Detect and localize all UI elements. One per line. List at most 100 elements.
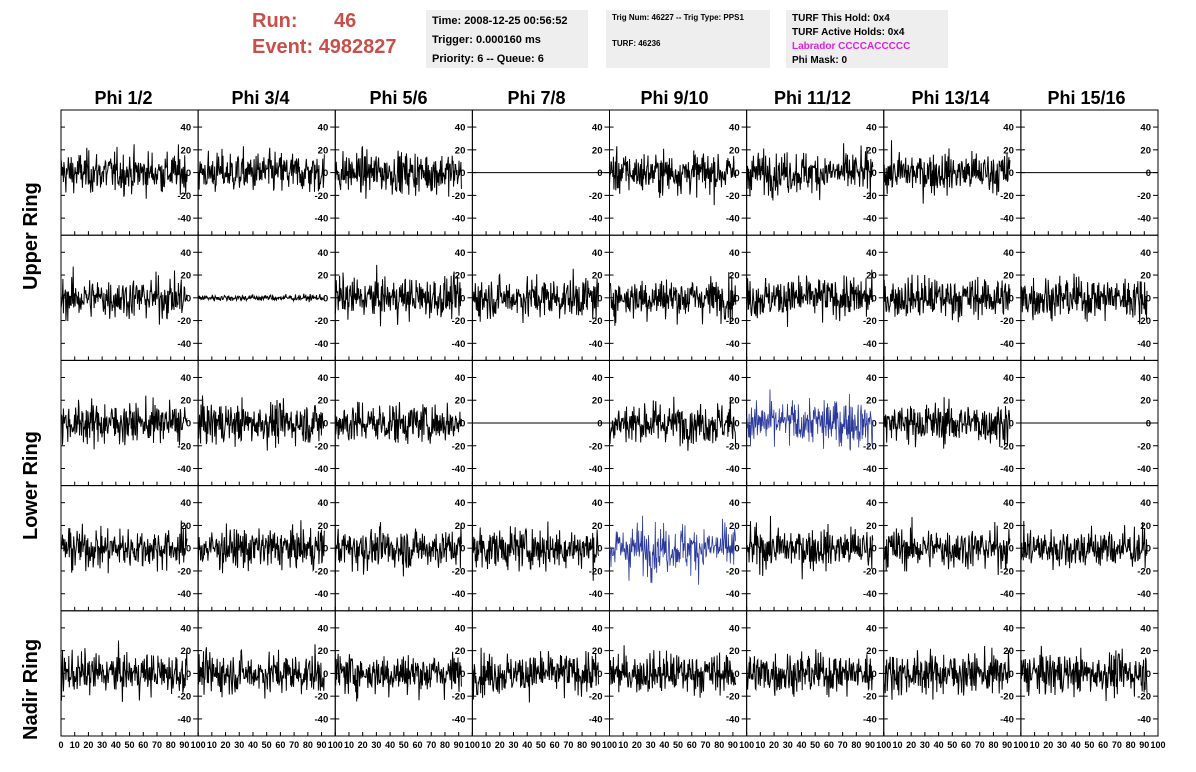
y-tick-label: 40 [592, 373, 603, 384]
y-tick-label: 40 [592, 123, 603, 134]
y-tick-label: 20 [455, 396, 466, 407]
y-tick-label: 0 [871, 544, 876, 555]
y-tick-label: 40 [592, 248, 603, 259]
y-tick-label: 0 [323, 669, 328, 680]
y-tick-label: 40 [318, 373, 329, 384]
waveform-trace [883, 140, 1011, 204]
waveform-trace [334, 264, 462, 327]
panel-r0-c0: -40 -20 0 20 40 [60, 109, 199, 236]
priority-text: Priority: 6 -- Queue: 6 [432, 53, 544, 65]
y-tick-label: 0 [323, 168, 328, 179]
y-tick-label: 0 [460, 669, 465, 680]
y-tick-label: 20 [181, 145, 192, 156]
y-tick-label: 20 [1140, 271, 1151, 282]
y-tick-label: -40 [315, 589, 329, 600]
x-tick-label: 10 [70, 740, 80, 750]
y-tick-label: 0 [460, 419, 465, 430]
y-tick-label: -20 [726, 191, 740, 202]
y-tick-label: 20 [318, 396, 329, 407]
x-tick-label: 40 [522, 740, 532, 750]
x-tick-label: 80 [440, 740, 450, 750]
y-tick-label: 20 [729, 646, 740, 657]
y-tick-label: 40 [1140, 123, 1151, 134]
y-tick-label: -40 [1000, 214, 1014, 225]
y-tick-label: -20 [1000, 566, 1014, 577]
y-tick-label: -20 [315, 441, 329, 452]
turf-this-hold: TURF This Hold: 0x4 [792, 13, 890, 24]
x-tick-label: 40 [1071, 740, 1081, 750]
y-tick-label: 20 [1003, 145, 1014, 156]
waveform-trace [334, 522, 462, 577]
x-tick-label: 70 [426, 740, 436, 750]
x-tick-label: 60 [1098, 740, 1108, 750]
waveform-trace [609, 272, 737, 326]
y-tick-label: 0 [1009, 293, 1014, 304]
x-tick-label: 50 [947, 740, 957, 750]
y-tick-label: -40 [315, 464, 329, 475]
x-tick-label: 50 [125, 740, 135, 750]
y-tick-label: -20 [589, 692, 603, 703]
x-tick-label: 20 [83, 740, 93, 750]
waveform-trace [334, 651, 462, 702]
x-tick-label: 90 [317, 740, 327, 750]
phi-mask-text: Phi Mask: 0 [792, 55, 848, 66]
run-label: Run: [252, 10, 298, 32]
x-tick-label: 50 [810, 740, 820, 750]
y-tick-label: 20 [729, 145, 740, 156]
y-tick-label: -20 [1000, 316, 1014, 327]
y-tick-label: -40 [726, 214, 740, 225]
y-tick-label: 40 [1003, 373, 1014, 384]
y-tick-label: -20 [1000, 441, 1014, 452]
waveform-trace [746, 269, 874, 327]
y-tick-label: -20 [452, 191, 466, 202]
x-tick-label: 70 [975, 740, 985, 750]
y-tick-label: -20 [452, 566, 466, 577]
waveform-trace [609, 515, 737, 585]
x-tick-label: 30 [1057, 740, 1067, 750]
y-tick-label: 40 [729, 373, 740, 384]
y-tick-label: -40 [589, 339, 603, 350]
x-tick-label: 100 [739, 740, 754, 750]
waveform-trace [1020, 520, 1148, 571]
panel-r1-c6: -40 -20 0 20 40 [883, 234, 1022, 361]
y-tick-label: 20 [1140, 521, 1151, 532]
y-tick-label: 20 [1140, 145, 1151, 156]
x-tick-label: 20 [495, 740, 505, 750]
x-tick-label: 100 [876, 740, 891, 750]
y-tick-label: -40 [863, 464, 877, 475]
y-tick-label: 40 [318, 248, 329, 259]
y-tick-label: -40 [1137, 589, 1151, 600]
panel-r4-c5: -40 -20 0 20 40 [746, 610, 885, 737]
panel-r2-c2: -40 -20 0 20 40 [334, 359, 473, 487]
y-tick-label: -20 [1137, 191, 1151, 202]
waveform-trace [883, 397, 1011, 449]
x-tick-label: 100 [1013, 740, 1028, 750]
y-tick-label: -20 [315, 692, 329, 703]
y-tick-label: 40 [729, 623, 740, 634]
waveform-trace [609, 645, 737, 698]
y-tick-label: 20 [1140, 396, 1151, 407]
y-tick-label: 20 [866, 396, 877, 407]
y-tick-label: -40 [589, 464, 603, 475]
y-tick-label: 0 [734, 293, 739, 304]
waveform-trace [883, 645, 1011, 700]
y-tick-label: 0 [597, 419, 602, 430]
y-tick-label: -40 [315, 714, 329, 725]
y-tick-label: 0 [186, 168, 191, 179]
x-tick-label: 10 [892, 740, 902, 750]
y-tick-label: -40 [726, 589, 740, 600]
y-tick-label: 20 [592, 145, 603, 156]
x-tick-label: 80 [851, 740, 861, 750]
y-tick-label: 20 [592, 271, 603, 282]
x-tick-label: 10 [207, 740, 217, 750]
y-tick-label: -40 [863, 214, 877, 225]
panel-r0-c3: -40 -20 0 20 40 [471, 109, 610, 236]
y-tick-label: 40 [1003, 123, 1014, 134]
y-tick-label: 0 [734, 168, 739, 179]
x-tick-label: 40 [796, 740, 806, 750]
y-tick-label: 0 [597, 293, 602, 304]
y-tick-label: -20 [452, 441, 466, 452]
